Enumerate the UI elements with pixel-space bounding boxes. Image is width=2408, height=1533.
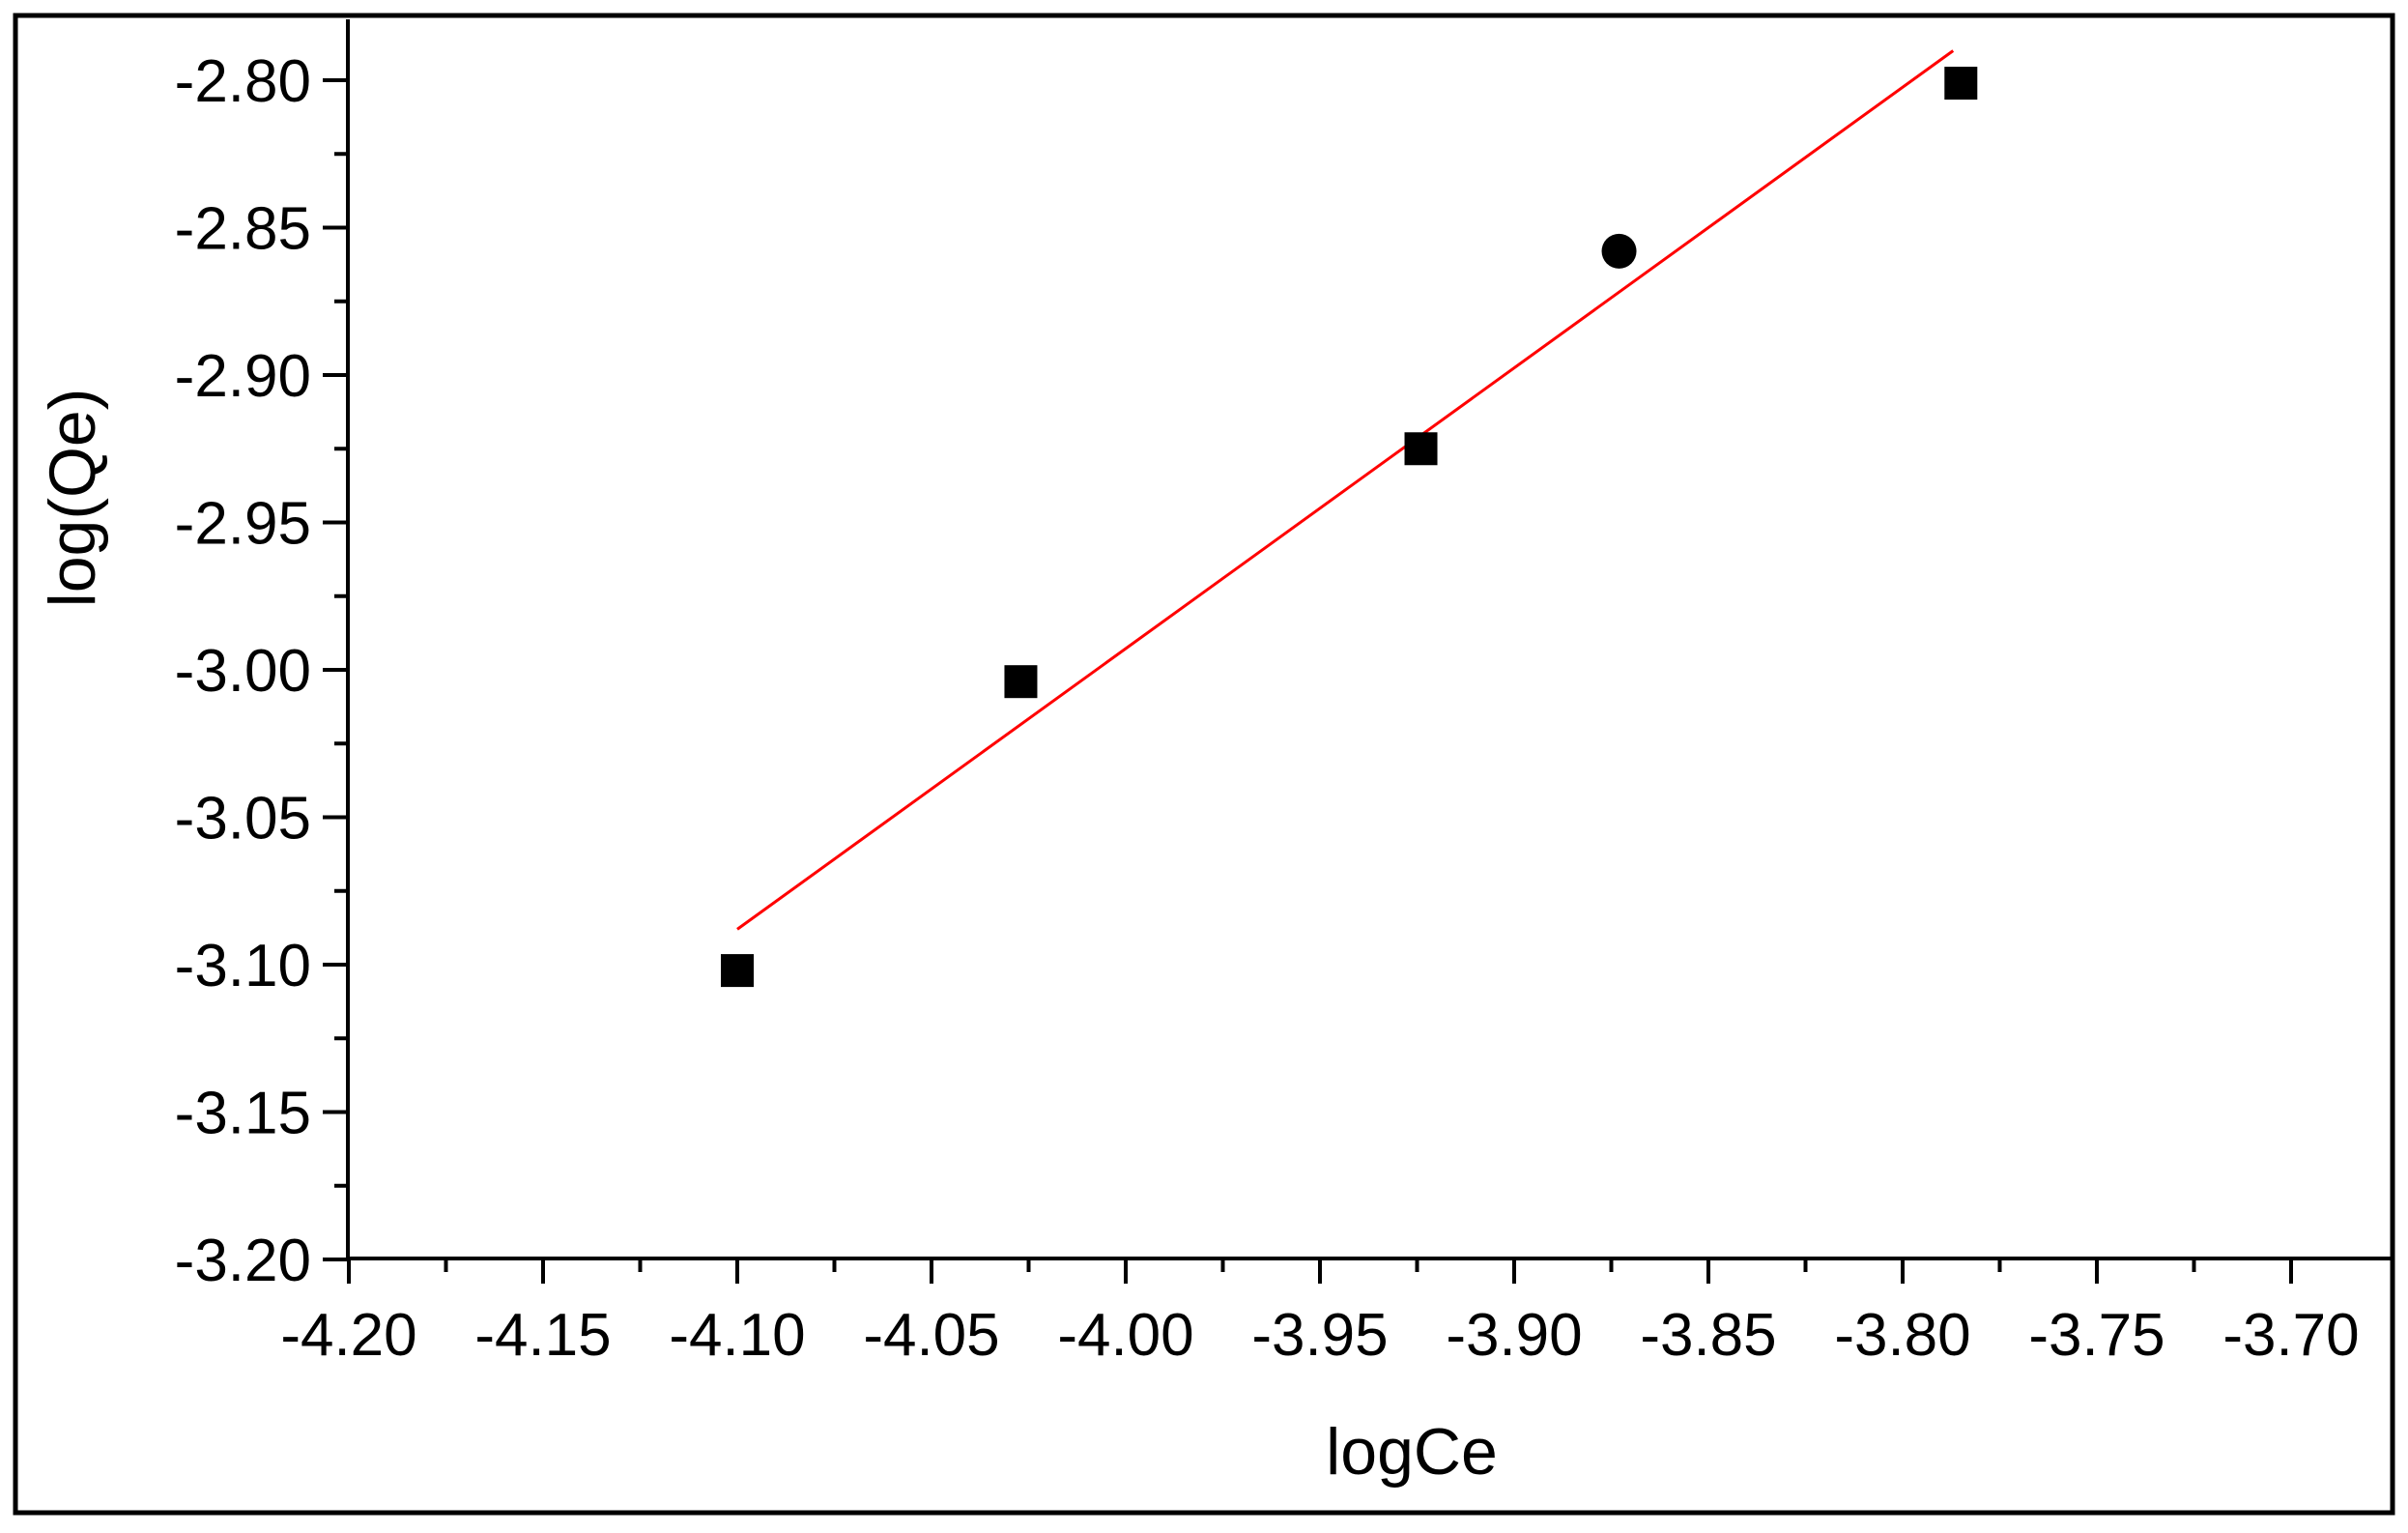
- x-tick-label: -4.00: [1057, 1302, 1193, 1369]
- y-tick-label: -2.85: [175, 196, 311, 263]
- data-point: [1944, 67, 1978, 101]
- x-axis-title: logCe: [1326, 1415, 1498, 1489]
- x-tick-label: -4.15: [474, 1302, 611, 1369]
- x-tick-label: -3.85: [1640, 1302, 1776, 1369]
- y-tick-label: -3.10: [175, 933, 311, 999]
- x-tick-label: -3.80: [1834, 1302, 1970, 1369]
- x-tick-label: -3.90: [1446, 1302, 1582, 1369]
- x-tick-label: -3.75: [2028, 1302, 2164, 1369]
- y-tick-label: -2.90: [175, 343, 311, 410]
- y-tick-label: -3.00: [175, 638, 311, 705]
- data-point: [721, 954, 754, 988]
- x-tick-label: -3.70: [2222, 1302, 2359, 1369]
- y-tick-label: -2.95: [175, 491, 311, 558]
- x-tick-label: -4.10: [669, 1302, 805, 1369]
- x-tick-label: -4.20: [280, 1302, 416, 1369]
- y-tick-label: -3.15: [175, 1081, 311, 1147]
- data-point: [1601, 233, 1637, 269]
- plot-area: -4.20 -4.15 -4.10 -4.05 -4.00 -3.95 -3.90 -3.85…: [175, 19, 2393, 1369]
- y-tick-label: -3.20: [175, 1228, 311, 1294]
- y-tick-label: -3.05: [175, 786, 311, 853]
- fit-line: [736, 49, 1955, 931]
- figure-border: [13, 13, 2395, 1516]
- data-point: [1004, 665, 1038, 699]
- data-point: [1404, 432, 1438, 466]
- x-tick-label: -3.95: [1251, 1302, 1388, 1369]
- y-tick-label: -2.80: [175, 48, 311, 115]
- x-tick-label: -4.05: [863, 1302, 999, 1369]
- y-axis-title: log(Qe): [36, 389, 109, 608]
